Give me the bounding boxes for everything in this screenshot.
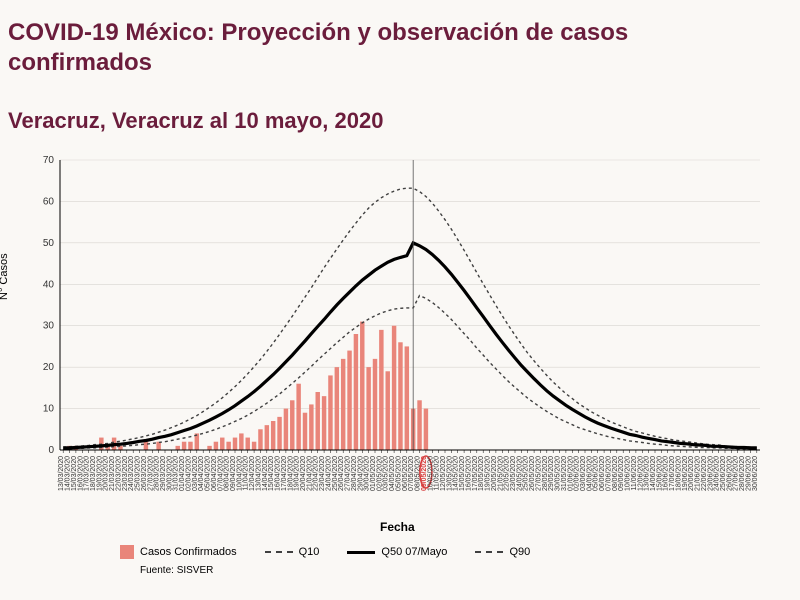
- x-axis-label: Fecha: [380, 520, 415, 534]
- title-line-1: COVID-19 México: Proyección y observació…: [8, 19, 628, 46]
- page: COVID-19 México: Proyección y observació…: [0, 0, 800, 600]
- svg-text:10: 10: [43, 404, 55, 415]
- svg-text:40: 40: [43, 279, 55, 290]
- legend-label: Q50 07/Mayo: [381, 546, 447, 558]
- legend: Casos Confirmados Q10 Q50 07/Mayo Q90: [120, 545, 530, 559]
- page-subtitle: Veracruz, Veracruz al 10 mayo, 2020: [8, 108, 383, 134]
- svg-text:70: 70: [43, 155, 55, 166]
- legend-line: [347, 551, 375, 554]
- legend-item: Q50 07/Mayo: [347, 546, 447, 558]
- svg-text:30/06/2020: 30/06/2020: [752, 456, 759, 491]
- title-line-2: confirmados: [8, 49, 152, 76]
- svg-text:30: 30: [43, 321, 55, 332]
- legend-label: Casos Confirmados: [140, 546, 237, 558]
- page-title: COVID-19 México: Proyección y observació…: [8, 18, 628, 78]
- svg-text:60: 60: [43, 196, 55, 207]
- chart-container: 01020304050607013/03/202014/03/202015/03…: [20, 155, 780, 495]
- legend-label: Q10: [299, 546, 320, 558]
- svg-text:20: 20: [43, 362, 55, 373]
- y-axis-label: N° Casos: [0, 253, 10, 300]
- legend-item: Casos Confirmados: [120, 545, 237, 559]
- legend-label: Q90: [509, 546, 530, 558]
- svg-text:50: 50: [43, 238, 55, 249]
- source-label: Fuente: SISVER: [140, 565, 213, 576]
- svg-text:0: 0: [48, 445, 54, 456]
- covid-projection-chart: 01020304050607013/03/202014/03/202015/03…: [20, 155, 780, 495]
- legend-line: [265, 551, 293, 553]
- legend-swatch: [120, 545, 134, 559]
- legend-line: [475, 551, 503, 553]
- legend-item: Q10: [265, 546, 320, 558]
- legend-item: Q90: [475, 546, 530, 558]
